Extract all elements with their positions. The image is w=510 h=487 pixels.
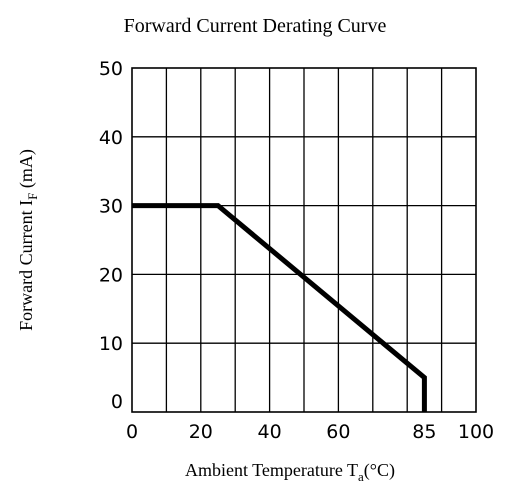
x-tick-label: 40 — [258, 421, 282, 443]
x-tick-label: 20 — [189, 421, 213, 443]
y-tick-label: 10 — [99, 333, 123, 355]
plot-frame — [131, 67, 477, 413]
x-axis-ticks: 0 20 40 60 85 100 — [126, 421, 494, 443]
x-axis-label: Ambient Temperature Ta(°C) — [185, 460, 395, 484]
y-tick-label: 30 — [99, 196, 123, 218]
x-tick-label: 100 — [458, 421, 494, 443]
y-axis-ticks: 0 10 20 30 40 50 — [99, 58, 123, 413]
derating-curve — [132, 203, 427, 412]
y-tick-label: 40 — [99, 127, 123, 149]
x-tick-label: 0 — [126, 421, 138, 443]
y-axis-label: Forward Current IF (mA) — [16, 149, 40, 331]
x-tick-label: 85 — [412, 421, 436, 443]
data-series — [132, 203, 427, 412]
plot-border — [131, 67, 477, 413]
y-tick-label: 0 — [111, 391, 123, 413]
y-tick-label: 20 — [99, 264, 123, 286]
y-tick-label: 50 — [99, 58, 123, 80]
grid — [132, 68, 476, 412]
chart-title: Forward Current Derating Curve — [124, 15, 387, 37]
x-tick-label: 60 — [326, 421, 350, 443]
